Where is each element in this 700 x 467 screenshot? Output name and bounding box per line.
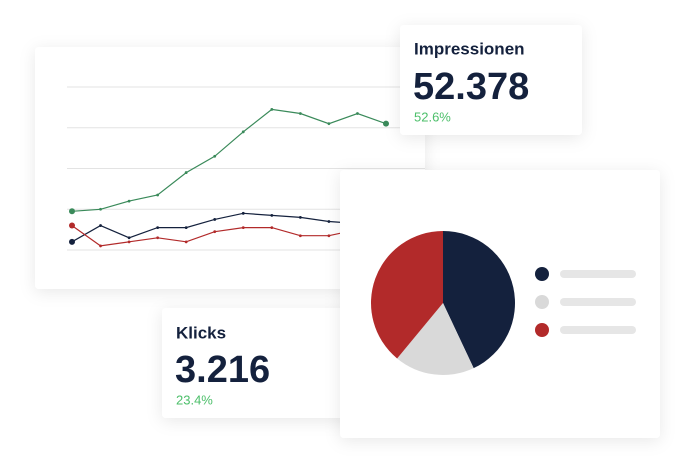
data-point bbox=[270, 213, 274, 217]
data-point bbox=[327, 234, 331, 238]
card-change: 23.4% bbox=[176, 392, 213, 407]
card-bg bbox=[400, 25, 582, 135]
data-point bbox=[184, 171, 188, 174]
legend-bar bbox=[560, 270, 636, 278]
data-point bbox=[156, 236, 160, 240]
data-point bbox=[241, 130, 245, 134]
card-bg bbox=[162, 308, 362, 418]
data-point bbox=[184, 226, 188, 229]
data-point bbox=[327, 220, 331, 223]
data-point bbox=[356, 112, 359, 115]
card-title: Klicks bbox=[176, 323, 226, 342]
data-point bbox=[241, 226, 245, 229]
data-point bbox=[270, 108, 274, 111]
card-value: 3.216 bbox=[175, 349, 270, 391]
data-point bbox=[213, 230, 217, 234]
data-point bbox=[127, 199, 131, 203]
data-point bbox=[99, 244, 102, 248]
data-point bbox=[127, 240, 131, 244]
data-point bbox=[298, 234, 302, 238]
legend-placeholder-bars bbox=[560, 270, 636, 334]
legend-swatch bbox=[535, 295, 549, 309]
pie-slice bbox=[443, 231, 516, 369]
series-line bbox=[71, 108, 387, 212]
card-value: 52.378 bbox=[413, 66, 529, 108]
data-point bbox=[213, 218, 217, 221]
data-point bbox=[99, 207, 102, 211]
legend-swatch bbox=[535, 267, 549, 281]
line-chart bbox=[67, 86, 425, 251]
data-point bbox=[270, 226, 274, 229]
impressions-card: Impressionen 52.378 52.6% bbox=[400, 25, 582, 135]
data-point bbox=[327, 122, 331, 126]
data-point bbox=[69, 208, 75, 215]
data-point bbox=[213, 154, 217, 158]
data-point bbox=[241, 211, 245, 215]
data-point bbox=[383, 120, 389, 127]
legend-bar bbox=[560, 298, 636, 306]
data-point bbox=[298, 112, 302, 115]
data-point bbox=[99, 224, 102, 227]
data-point bbox=[127, 236, 131, 240]
data-point bbox=[156, 193, 160, 197]
card-change: 52.6% bbox=[414, 109, 451, 124]
pie-slice bbox=[370, 231, 443, 359]
data-point bbox=[69, 238, 75, 245]
data-point bbox=[69, 222, 75, 229]
pie-chart bbox=[370, 231, 549, 375]
legend-bar bbox=[560, 326, 636, 334]
data-point bbox=[298, 216, 302, 219]
clicks-card: Klicks 3.216 23.4% bbox=[162, 308, 362, 418]
data-point bbox=[156, 226, 160, 229]
pie-slice bbox=[397, 303, 474, 375]
card-title: Impressionen bbox=[414, 39, 525, 58]
data-point bbox=[184, 240, 188, 244]
legend-swatch bbox=[535, 323, 549, 337]
